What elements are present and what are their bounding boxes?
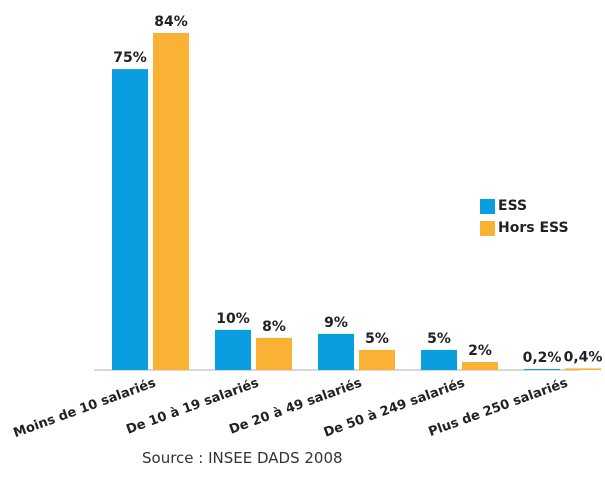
bar-hors-ess-1 [256, 337, 292, 370]
legend-label-ess: ESS [498, 198, 528, 214]
value-label-ess-1: 10% [216, 311, 250, 327]
value-label-hors-ess-1: 8% [262, 319, 286, 335]
value-label-ess-3: 5% [427, 331, 451, 347]
bar-hors-ess-3 [462, 361, 498, 370]
bar-ess-2 [318, 333, 354, 370]
bar-ess-4 [524, 369, 560, 370]
bar-ess-3 [421, 349, 457, 370]
legend-swatch-ess [480, 198, 495, 214]
bar-ess-1 [215, 329, 251, 370]
bar-hors-ess-4 [565, 368, 601, 370]
value-label-hors-ess-4: 0,4% [564, 349, 603, 365]
value-labels-group: 75% 84% 10% 8% 9% 5% 5% 2% 0,2% 0,4% [113, 14, 602, 366]
bar-ess-0 [112, 69, 148, 370]
legend: ESS Hors ESS [480, 196, 569, 240]
legend-label-hors-ess: Hors ESS [498, 220, 569, 236]
legend-item-ess: ESS [480, 196, 569, 216]
value-label-hors-ess-2: 5% [365, 331, 389, 347]
value-label-hors-ess-3: 2% [468, 343, 492, 359]
source-note: Source : INSEE DADS 2008 [142, 449, 343, 467]
value-label-ess-4: 0,2% [523, 350, 562, 366]
bars-group [112, 33, 601, 370]
legend-item-hors-ess: Hors ESS [480, 218, 569, 238]
legend-swatch-hors-ess [480, 220, 495, 236]
bar-hors-ess-0 [153, 33, 189, 370]
value-label-ess-0: 75% [113, 50, 147, 66]
value-label-ess-2: 9% [324, 315, 348, 331]
bar-hors-ess-2 [359, 349, 395, 370]
value-label-hors-ess-0: 84% [154, 14, 188, 30]
